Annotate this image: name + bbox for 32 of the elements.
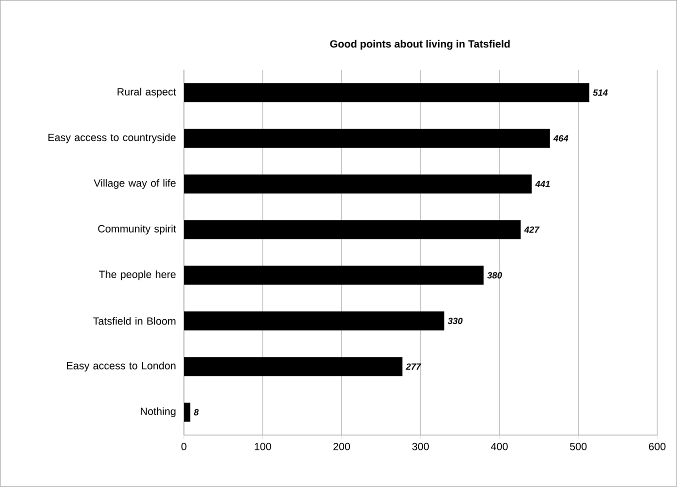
data-label: 441 [535,180,550,188]
x-tick-label: 400 [490,442,508,450]
bar [184,266,484,285]
bar [184,220,521,240]
bar [184,174,532,194]
x-tick-label: 0 [181,442,186,450]
data-label: 8 [194,409,199,416]
bar [184,128,550,148]
bar [184,311,444,330]
y-tick-label: Village way of life [94,179,176,189]
bar [184,357,402,376]
y-tick-label: Easy access to London [67,362,176,372]
bar [184,83,590,102]
y-tick-label: Nothing [140,407,176,418]
x-tick-label: 300 [412,442,429,450]
x-tick-label: 100 [254,442,272,450]
y-tick-label: The people here [98,270,176,280]
y-tick-label: Community spirit [98,224,176,235]
data-label: 514 [592,90,608,96]
y-tick-label: Tatsfield in Bloom [93,317,176,325]
x-tick-label: 200 [333,442,350,450]
data-label: 277 [406,364,422,370]
chart-title: Good points about living in Tatsfield [330,40,510,50]
x-tick-label: 500 [570,442,587,450]
data-label: 464 [553,135,568,142]
data-label: 427 [524,226,540,233]
x-tick-label: 600 [648,442,666,450]
data-label: 330 [448,318,463,324]
y-tick-label: Rural aspect [118,88,176,98]
data-label: 380 [487,272,502,279]
bar [184,402,190,422]
y-tick-label: Easy access to countryside [48,134,176,144]
